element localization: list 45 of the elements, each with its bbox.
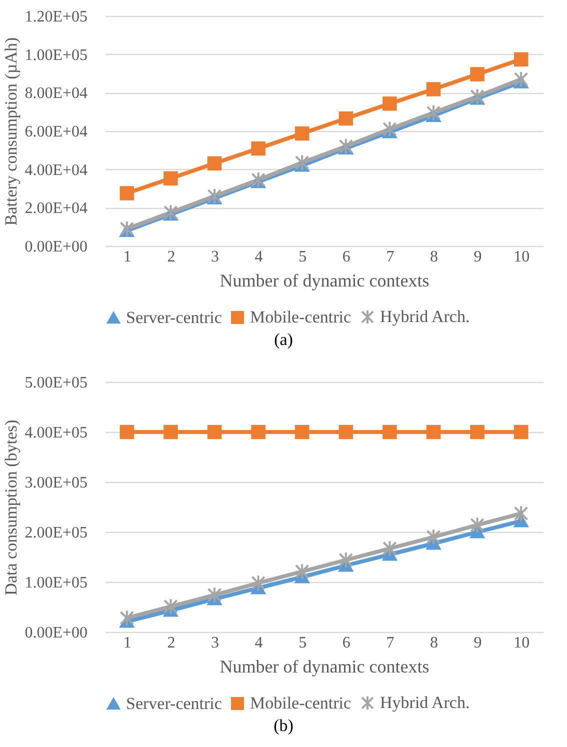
x-axis-title: Number of dynamic contexts: [220, 656, 430, 676]
x-tick-label: 8: [430, 248, 438, 266]
y-tick-label: 3.00E+05: [24, 474, 88, 492]
y-tick-label: 6.00E+04: [24, 124, 88, 140]
x-tick-label: 5: [298, 248, 307, 266]
text: (a): [273, 330, 294, 351]
y-tick-label: 8.00E+04: [24, 85, 88, 102]
y-tick-label: 0.00E+00: [24, 624, 88, 642]
x-tick-label: 3: [211, 634, 219, 652]
y-axis-title: Data consumption (bytes): [2, 420, 21, 596]
x-axis-title: Number of dynamic contexts: [220, 270, 430, 290]
x-tick-label: 1: [123, 248, 132, 266]
y-tick-label: 5.00E+05: [24, 374, 88, 392]
legend-label: Mobile-centric: [250, 308, 352, 327]
x-tick-label: 7: [386, 634, 394, 652]
y-tick-label: 1.20E+05: [24, 8, 88, 26]
y-tick-label: 2.00E+04: [24, 200, 88, 218]
y-tick-label: 4.00E+05: [24, 424, 88, 442]
x-tick-label: 4: [254, 634, 263, 652]
legend-label: Mobile-centric: [250, 694, 352, 713]
x-tick-label: 9: [474, 248, 482, 266]
x-tick-label: 6: [342, 248, 350, 266]
x-tick-label: 4: [254, 248, 263, 266]
legend-label: Server-centric: [126, 694, 222, 713]
x-tick-label: 5: [298, 634, 307, 652]
x-tick-label: 10: [514, 634, 530, 652]
legend-label: Hybrid Arch.: [380, 692, 470, 712]
x-tick-label: 10: [514, 248, 530, 266]
y-tick-label: 4.00E+04: [24, 162, 88, 179]
y-tick-label: 1.00E+05: [24, 574, 88, 592]
x-tick-label: 9: [474, 634, 482, 652]
y-tick-label: 0.00E+00: [24, 238, 88, 256]
x-tick-label: 8: [430, 634, 438, 652]
y-tick-label: 1.00E+05: [24, 46, 88, 64]
text: (b): [272, 716, 294, 737]
x-tick-label: 6: [342, 634, 350, 652]
x-tick-label: 1: [123, 634, 132, 652]
legend-label: Hybrid Arch.: [380, 306, 470, 326]
y-tick-label: 2.00E+05: [24, 524, 88, 542]
x-tick-label: 7: [386, 248, 394, 266]
x-tick-label: 2: [167, 634, 176, 652]
y-axis-title: Battery consumption (µAh): [2, 37, 21, 226]
x-tick-label: 2: [167, 248, 176, 266]
x-tick-label: 3: [211, 248, 219, 266]
legend-label: Server-centric: [126, 308, 222, 327]
